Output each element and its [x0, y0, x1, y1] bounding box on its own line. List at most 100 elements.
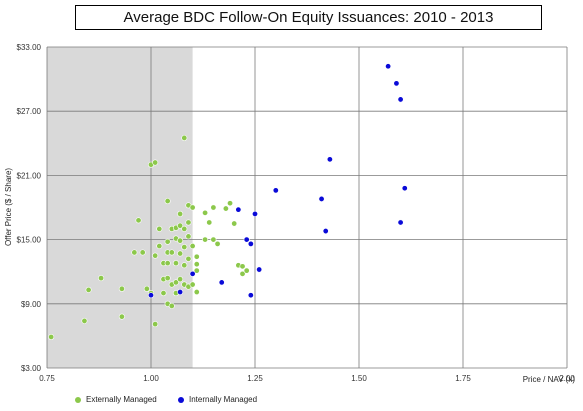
externally-managed-point — [152, 159, 159, 166]
externally-managed-point — [172, 279, 179, 286]
externally-managed-point — [239, 270, 246, 277]
externally-managed-point — [143, 285, 150, 292]
externally-managed-point — [185, 255, 192, 262]
x-tick-label: 1.25 — [247, 374, 263, 383]
internally-managed-point — [385, 63, 392, 70]
y-tick-label: $21.00 — [17, 171, 42, 180]
internally-managed-point — [252, 210, 259, 217]
externally-managed-point — [177, 210, 184, 217]
externally-managed-point — [239, 263, 246, 270]
externally-managed-marker-icon — [75, 396, 81, 403]
internally-managed-point — [272, 187, 279, 194]
externally-managed-point — [181, 225, 188, 232]
y-axis-title: Offer Price ($ / Share) — [4, 168, 13, 246]
x-tick-label: 1.00 — [143, 374, 159, 383]
internally-managed-marker-icon — [178, 396, 184, 403]
externally-managed-point — [48, 333, 55, 340]
legend-label-internally-managed: Internally Managed — [189, 395, 258, 404]
x-tick-label: 1.75 — [455, 374, 471, 383]
externally-managed-point — [243, 267, 250, 274]
externally-managed-point — [156, 243, 163, 250]
externally-managed-point — [152, 321, 159, 328]
internally-managed-point — [243, 236, 250, 243]
externally-managed-point — [210, 236, 217, 243]
x-tick-label: 2.00 — [559, 374, 575, 383]
externally-managed-point — [181, 244, 188, 251]
externally-managed-point — [135, 217, 142, 224]
externally-managed-point — [193, 261, 200, 268]
externally-managed-point — [118, 285, 125, 292]
externally-managed-point — [160, 290, 167, 297]
chart-title: Average BDC Follow-On Equity Issuances: … — [75, 5, 542, 30]
externally-managed-point — [168, 249, 175, 256]
shaded-region — [47, 47, 193, 368]
externally-managed-point — [185, 233, 192, 240]
y-tick-label: $33.00 — [17, 43, 42, 52]
internally-managed-point — [322, 228, 329, 235]
externally-managed-point — [181, 134, 188, 141]
internally-managed-point — [177, 289, 184, 296]
internally-managed-point — [256, 266, 263, 273]
externally-managed-point — [202, 209, 209, 216]
externally-managed-point — [185, 219, 192, 226]
grid-layer — [46, 46, 568, 369]
internally-managed-point — [326, 156, 333, 163]
externally-managed-point — [156, 225, 163, 232]
externally-managed-point — [206, 219, 213, 226]
externally-managed-point — [85, 286, 92, 293]
externally-managed-point — [193, 267, 200, 274]
x-tick-label: 0.75 — [39, 374, 55, 383]
externally-managed-point — [231, 220, 238, 227]
externally-managed-point — [164, 260, 171, 267]
externally-managed-point — [193, 289, 200, 296]
externally-managed-point — [168, 302, 175, 309]
externally-managed-point — [193, 253, 200, 260]
externally-managed-point — [181, 262, 188, 269]
internally-managed-point — [397, 96, 404, 103]
y-tick-label: $3.00 — [21, 364, 42, 373]
externally-managed-point — [210, 204, 217, 211]
y-tick-label: $15.00 — [17, 236, 42, 245]
x-tick-label: 1.50 — [351, 374, 367, 383]
internally-managed-point — [148, 292, 155, 299]
internally-managed-point — [247, 292, 254, 299]
externally-managed-point — [222, 205, 229, 212]
shaded-region-layer — [47, 47, 193, 368]
externally-managed-point — [164, 275, 171, 282]
externally-managed-point — [131, 249, 138, 256]
externally-managed-point — [164, 238, 171, 245]
externally-managed-point — [164, 198, 171, 205]
legend-label-externally-managed: Externally Managed — [86, 395, 157, 404]
internally-managed-point — [401, 185, 408, 192]
internally-managed-point — [397, 219, 404, 226]
externally-managed-point — [177, 237, 184, 244]
externally-managed-point — [189, 281, 196, 288]
internally-managed-point — [218, 279, 225, 286]
externally-managed-point — [172, 260, 179, 267]
legend-item-internally-managed: Internally Managed — [178, 395, 257, 404]
externally-managed-point — [177, 222, 184, 229]
externally-managed-point — [227, 200, 234, 207]
externally-managed-point — [202, 236, 209, 243]
tick-label-layer: 0.75 1.00 1.25 1.50 1.75 2.00 $3.00 $9.00 $15.00… — [17, 43, 576, 383]
externally-managed-point — [98, 275, 105, 282]
x-axis-title: Price / NAV (x) — [523, 375, 576, 384]
externally-managed-point — [214, 240, 221, 247]
data-point-layer — [48, 63, 408, 340]
externally-managed-point — [81, 317, 88, 324]
externally-managed-point — [139, 249, 146, 256]
externally-managed-point — [189, 204, 196, 211]
externally-managed-point — [177, 276, 184, 283]
internally-managed-point — [318, 195, 325, 202]
externally-managed-point — [152, 252, 159, 259]
externally-managed-point — [118, 313, 125, 320]
internally-managed-point — [247, 240, 254, 247]
externally-managed-point — [177, 250, 184, 257]
y-tick-label: $9.00 — [21, 300, 42, 309]
externally-managed-point — [189, 243, 196, 250]
internally-managed-point — [189, 270, 196, 277]
internally-managed-point — [235, 206, 242, 213]
legend-item-externally-managed: Externally Managed — [75, 395, 157, 404]
y-tick-label: $27.00 — [17, 107, 42, 116]
